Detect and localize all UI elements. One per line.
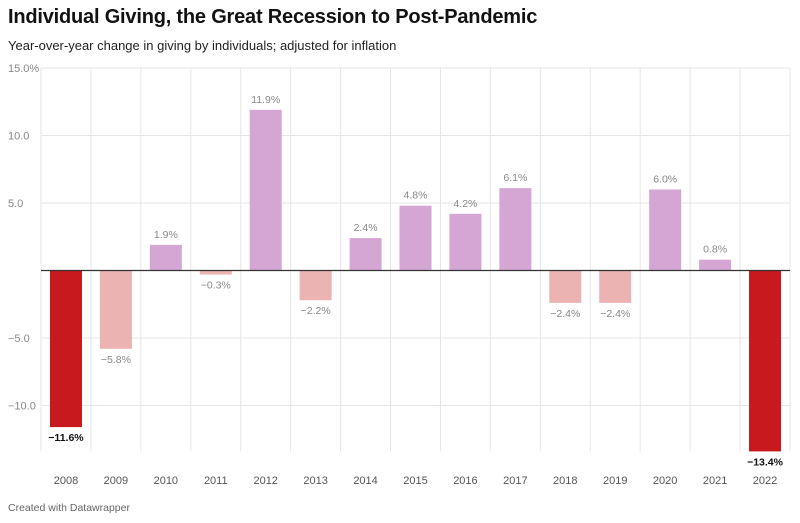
data-label-2011: −0.3% — [201, 280, 231, 292]
data-label-2012: 11.9% — [251, 94, 280, 106]
bar-2012 — [249, 109, 282, 271]
data-label-2019: −2.4% — [600, 308, 630, 320]
chart-subtitle: Year-over-year change in giving by indiv… — [8, 38, 397, 53]
bar-2022 — [749, 270, 782, 452]
bar-2011 — [199, 270, 232, 275]
data-label-2017: 6.1% — [503, 172, 527, 184]
data-label-2014: 2.4% — [354, 222, 378, 234]
data-label-2016: 4.2% — [453, 198, 477, 210]
bar-2021 — [699, 259, 732, 271]
data-label-2009: −5.8% — [101, 354, 131, 366]
data-label-2008: −11.6% — [48, 432, 84, 444]
bar-2013 — [299, 270, 332, 301]
footer-credit: Created with Datawrapper — [8, 502, 130, 514]
data-label-2021: 0.8% — [703, 244, 727, 256]
x-tick-label: 2014 — [353, 475, 377, 487]
chart-title: Individual Giving, the Great Recession t… — [8, 6, 538, 28]
bar-2018 — [549, 270, 582, 303]
y-tick-label: 15.0% — [8, 63, 39, 75]
data-label-2018: −2.4% — [550, 308, 580, 320]
y-tick-label: 5.0 — [8, 198, 23, 210]
bar-2008 — [49, 270, 82, 428]
x-tick-label: 2018 — [553, 475, 577, 487]
bar-chart: 15.0% 10.0 5.0 −5.0 −10.0 −11.6% 2008 −5.8% 2009… — [8, 63, 791, 487]
bar-2019 — [599, 270, 632, 303]
x-tick-label: 2010 — [154, 475, 178, 487]
y-tick-label: −5.0 — [8, 333, 30, 345]
bar-2014 — [349, 238, 382, 271]
bar-2020 — [649, 189, 682, 271]
bar-2017 — [499, 188, 532, 271]
bar-2016 — [449, 213, 482, 271]
x-tick-label: 2009 — [104, 475, 128, 487]
x-tick-label: 2013 — [303, 475, 327, 487]
x-tick-label: 2022 — [753, 475, 777, 487]
data-label-2022: −13.4% — [747, 456, 784, 468]
x-tick-label: 2012 — [253, 475, 277, 487]
x-tick-label: 2015 — [403, 475, 427, 487]
x-tick-label: 2011 — [204, 475, 228, 487]
y-tick-label: 10.0 — [8, 131, 29, 143]
x-tick-label: 2017 — [503, 475, 527, 487]
data-label-2010: 1.9% — [154, 229, 178, 241]
x-tick-label: 2021 — [703, 475, 727, 487]
y-tick-label: −10.0 — [8, 401, 36, 413]
x-tick-label: 2019 — [603, 475, 627, 487]
data-label-2013: −2.2% — [301, 305, 331, 317]
x-tick-label: 2008 — [54, 475, 78, 487]
data-label-2015: 4.8% — [404, 190, 428, 202]
bar-2010 — [149, 244, 182, 271]
bar-2015 — [399, 205, 432, 271]
bar-2009 — [99, 270, 132, 349]
data-label-2020: 6.0% — [653, 174, 677, 186]
x-tick-label: 2016 — [453, 475, 477, 487]
x-tick-label: 2020 — [653, 475, 677, 487]
